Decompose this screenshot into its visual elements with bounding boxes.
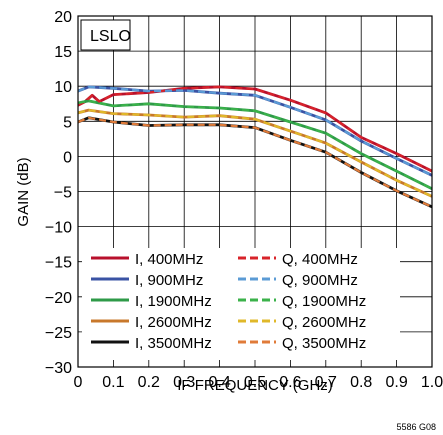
legend-entry: Q, 900MHz (282, 272, 358, 289)
legend-entry: Q, 1900MHz (282, 293, 366, 310)
legend-entry: I, 400MHz (135, 251, 203, 268)
x-tick-label: 0.3 (173, 374, 195, 391)
legend-entry: Q, 400MHz (282, 251, 358, 268)
y-tick-label: 5 (63, 114, 72, 131)
series-line-i-400mhz (77, 85, 433, 173)
annotation-box: LSLO (80, 19, 131, 51)
x-tick-label: 1.0 (421, 374, 443, 391)
y-tick-label: −10 (45, 220, 72, 237)
y-tick-label: −20 (45, 290, 72, 307)
y-tick-label: −25 (45, 325, 72, 342)
tick-labels: 0 0.1 0.2 0.3 0.4 0.5 0.6 0.7 0.8 0.9 1.0 −30 −25 −20… (45, 9, 443, 391)
annotation-text: LSLO (90, 28, 131, 45)
x-tick-label: 0 (74, 374, 83, 391)
legend-entry: I, 2600MHz (135, 314, 212, 331)
legend-entry: I, 1900MHz (135, 293, 212, 310)
legend-entry: I, 900MHz (135, 272, 203, 289)
x-tick-label: 0.1 (102, 374, 124, 391)
x-tick-label: 0.6 (279, 374, 301, 391)
series-line-q-3500mhz (77, 116, 433, 208)
x-tick-label: 0.2 (138, 374, 160, 391)
y-tick-label: 10 (54, 79, 72, 96)
y-tick-label: 0 (63, 149, 72, 166)
y-tick-label: −30 (45, 360, 72, 377)
figure-code: 5586 G08 (396, 422, 436, 432)
series-line-q-1900mhz (77, 99, 433, 190)
legend-entry: Q, 3500MHz (282, 335, 366, 352)
plot-frame (77, 15, 433, 368)
legend-entry: Q, 2600MHz (282, 314, 366, 331)
y-axis-label: GAIN (dB) (15, 157, 32, 226)
x-tick-label: 0.9 (385, 374, 407, 391)
legend-entry: I, 3500MHz (135, 335, 212, 352)
legend: I, 400MHz I, 900MHz I, 1900MHz I, 2600MHz I,… (82, 248, 400, 360)
x-tick-label: 0.5 (244, 374, 266, 391)
x-tick-label: 0.7 (315, 374, 337, 391)
y-tick-label: −15 (45, 255, 72, 272)
x-tick-label: 0.4 (208, 374, 230, 391)
series-line-q-2600mhz (77, 109, 433, 198)
annotation-frame (80, 19, 131, 51)
x-tick-label: 0.8 (350, 374, 372, 391)
series-lines (77, 85, 433, 209)
y-tick-label: 15 (54, 44, 72, 61)
x-axis-label: IF FREQUENCY (GHz) (177, 377, 333, 394)
series-line-q-900mhz (77, 85, 433, 177)
y-tick-label: −5 (54, 185, 72, 202)
y-tick-label: 20 (54, 9, 72, 26)
